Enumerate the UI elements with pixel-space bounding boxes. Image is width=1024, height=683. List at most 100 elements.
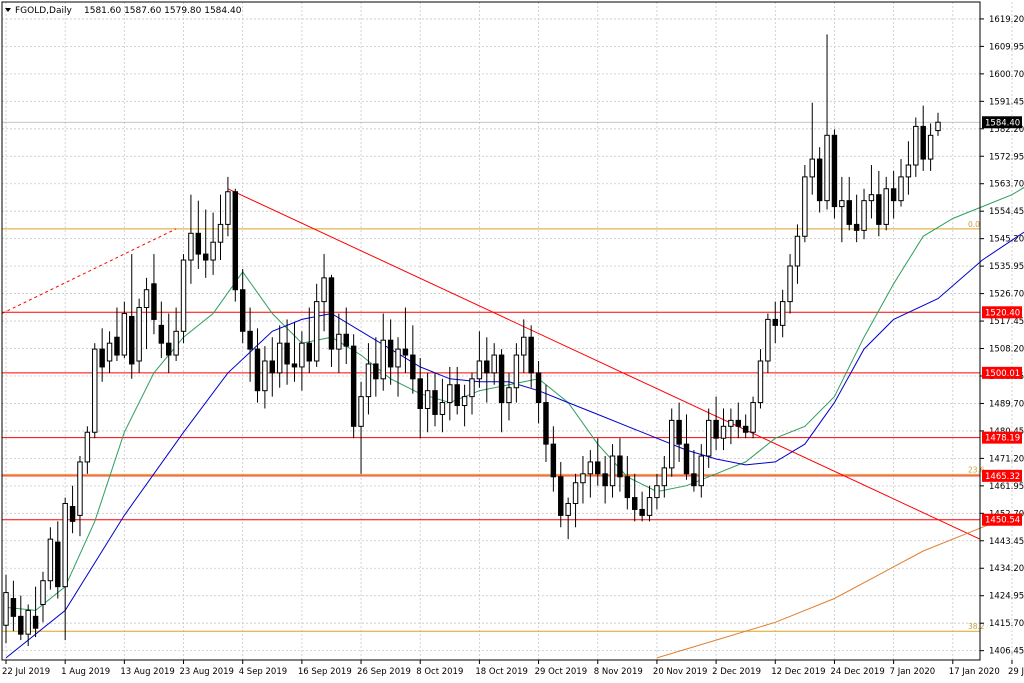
candle-bear xyxy=(373,363,379,380)
candle-bear xyxy=(742,425,749,433)
x-tick-label: 17 Jan 2020 xyxy=(949,667,1000,677)
y-tick-label: 1508.20 xyxy=(989,345,1024,355)
x-tick-label: 12 Dec 2019 xyxy=(771,667,825,677)
candle-bear xyxy=(417,378,423,409)
x-tick-label: 2 Dec 2019 xyxy=(712,667,761,677)
candle-bull xyxy=(380,339,386,380)
candle-bear xyxy=(876,194,882,225)
candle-bull xyxy=(321,277,327,303)
candle-bull xyxy=(92,348,98,433)
candle-bull xyxy=(447,384,453,404)
trend-line-down xyxy=(227,188,981,540)
candles xyxy=(3,34,941,647)
candle-bull xyxy=(935,121,941,132)
candle-bull xyxy=(84,431,91,463)
y-tick-label: 1434.20 xyxy=(989,564,1024,574)
x-tick-label: 1 Aug 2019 xyxy=(61,667,110,677)
candle-bear xyxy=(683,443,690,475)
fibo-level-label: 38.2 xyxy=(968,622,985,631)
candle-bear xyxy=(676,419,682,445)
candle-bull xyxy=(720,425,727,439)
horizontal-levels: 0.0 23.6 38.2 xyxy=(2,121,985,632)
x-tick-label: 26 Sep 2019 xyxy=(357,667,411,677)
y-tick-label: 1526.70 xyxy=(989,290,1024,300)
ma-slow-line xyxy=(5,231,1024,659)
candle-bear xyxy=(10,598,17,617)
level-tag-label: 1478.19 xyxy=(985,434,1020,444)
candle-bull xyxy=(587,461,594,475)
y-tick-label: 1461.95 xyxy=(989,482,1024,492)
candle-bear xyxy=(291,363,298,368)
candle-bear xyxy=(772,318,778,326)
candle-bull xyxy=(802,176,808,237)
level-tag-bg xyxy=(982,513,1022,526)
candle-bull xyxy=(750,402,756,433)
candle-bull xyxy=(461,396,468,407)
symbol-label: FGOLD,Daily xyxy=(15,6,72,16)
candle-bull xyxy=(469,378,475,398)
candle-bear xyxy=(402,348,409,356)
level-tag-label: 1450.54 xyxy=(985,516,1020,526)
y-tick-label: 1545.20 xyxy=(989,235,1024,245)
candle-bull xyxy=(513,354,520,389)
candle-bear xyxy=(528,336,534,374)
candle-bull xyxy=(358,396,364,427)
candle-bull xyxy=(262,360,268,392)
candle-bull xyxy=(868,194,875,202)
candle-bear xyxy=(484,360,490,374)
candle-bull xyxy=(3,592,9,626)
last-price-tag-label: 1584.40 xyxy=(985,118,1020,128)
candle-bear xyxy=(846,200,852,225)
candle-bull xyxy=(47,538,54,582)
triangle-down-icon[interactable] xyxy=(5,8,11,12)
y-tick-label: 1582.20 xyxy=(989,125,1024,135)
y-tick-label: 1443.45 xyxy=(989,537,1024,547)
candle-bear xyxy=(269,360,276,374)
x-tick-label: 8 Nov 2019 xyxy=(594,667,643,677)
y-tick-label: 1415.70 xyxy=(989,619,1024,629)
candle-bear xyxy=(735,419,742,427)
candle-bear xyxy=(166,342,172,356)
candle-bear xyxy=(129,315,135,365)
level-tag-bg xyxy=(982,306,1022,319)
candle-bear xyxy=(387,339,394,368)
y-tick-label: 1535.95 xyxy=(989,262,1024,272)
candle-bull xyxy=(143,289,150,309)
fibo-level-label: 0.0 xyxy=(968,220,980,229)
candle-bear xyxy=(602,473,608,487)
y-tick-label: 1554.45 xyxy=(989,207,1024,217)
y-tick-label: 1600.70 xyxy=(989,70,1024,80)
chart-header: FGOLD,Daily 1581.60 1587.60 1579.80 1584… xyxy=(5,6,242,16)
x-tick-label: 24 Dec 2019 xyxy=(830,667,884,677)
candle-bull xyxy=(25,609,31,635)
candle-bull xyxy=(106,342,113,362)
candle-bull xyxy=(646,497,653,516)
candle-bear xyxy=(890,188,897,202)
candle-bear xyxy=(454,384,460,407)
candle-bull xyxy=(62,503,68,588)
trend-lines xyxy=(1,188,981,540)
y-tick-label: 1424.95 xyxy=(989,592,1024,602)
candle-bear xyxy=(691,473,697,487)
candle-bear xyxy=(239,289,246,332)
candle-bull xyxy=(913,125,919,166)
candle-bull xyxy=(173,330,179,356)
x-tick-label: 22 Jul 2019 xyxy=(2,667,50,677)
candle-bull xyxy=(824,134,830,202)
candle-bull xyxy=(565,503,571,516)
candle-bear xyxy=(535,372,542,404)
level-tag-bg xyxy=(982,431,1022,444)
level-tag-label: 1520.40 xyxy=(985,308,1020,318)
candle-bear xyxy=(410,354,416,380)
price-tags: 1520.40 1500.01 1478.19 1465.32 1450.54 1584.… xyxy=(982,116,1022,526)
y-tick-label: 1517.45 xyxy=(989,317,1024,327)
candle-bear xyxy=(195,232,202,255)
fibo-level-label: 23.6 xyxy=(968,465,985,474)
candle-bear xyxy=(158,324,165,344)
x-tick-label: 8 Oct 2019 xyxy=(416,667,463,677)
candle-bear xyxy=(432,390,438,415)
candle-bull xyxy=(757,360,764,404)
